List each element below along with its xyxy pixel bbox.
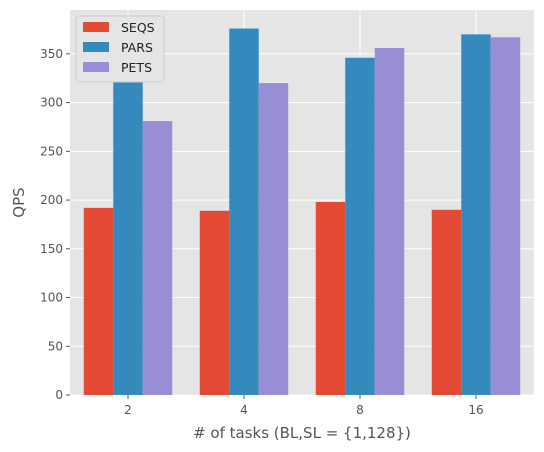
y-tick-label: 50 [48, 339, 63, 353]
x-tick-label: 2 [124, 403, 132, 417]
x-tick-label: 16 [468, 403, 483, 417]
y-tick-label: 0 [55, 388, 63, 402]
y-axis-ticks: 0 50 100 150 200 250 300 350 [40, 47, 70, 402]
bar-pars-2 [113, 82, 143, 395]
y-tick-label: 300 [40, 96, 63, 110]
bar-pars-8 [345, 57, 375, 396]
bar-seqs-4 [199, 210, 230, 395]
y-axis-label: QPS [10, 187, 28, 217]
y-tick-label: 250 [40, 144, 63, 158]
y-tick-label: 100 [40, 291, 63, 305]
legend-swatch-seqs [83, 22, 109, 32]
bar-seqs-8 [315, 202, 346, 395]
bars [83, 28, 521, 396]
legend-label-seqs: SEQS [121, 20, 155, 35]
bar-seqs-16 [431, 209, 462, 395]
y-tick-label: 200 [40, 193, 63, 207]
legend: SEQS PARS PETS [75, 15, 165, 83]
y-tick-label: 150 [40, 242, 63, 256]
bar-pets-8 [374, 48, 405, 395]
legend-label-pets: PETS [121, 60, 152, 75]
x-tick-label: 8 [356, 403, 364, 417]
bar-pets-2 [142, 121, 173, 395]
x-tick-label: 4 [240, 403, 248, 417]
x-axis-ticks: 2 4 8 16 [124, 395, 484, 417]
legend-swatch-pars [83, 42, 109, 52]
bar-pars-4 [229, 28, 259, 396]
bar-pars-16 [461, 34, 491, 395]
x-axis-label: # of tasks (BL,SL = {1,128}) [193, 424, 411, 442]
bar-pets-16 [490, 37, 521, 395]
bar-pets-4 [258, 83, 289, 396]
bar-seqs-2 [83, 207, 114, 395]
legend-label-pars: PARS [121, 40, 153, 55]
legend-swatch-pets [83, 62, 109, 72]
y-tick-label: 350 [40, 47, 63, 61]
